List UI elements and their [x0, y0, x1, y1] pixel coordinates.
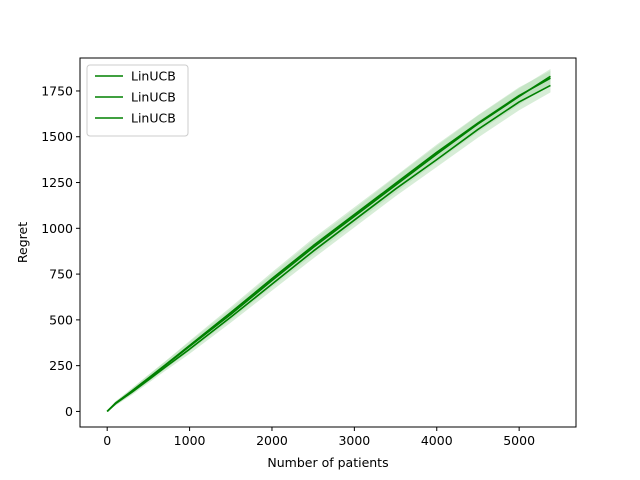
x-tick-label: 5000: [503, 433, 535, 448]
y-axis-ticks: 0 250 500 750 1000 1250 1500 1750: [41, 83, 80, 419]
y-tick-label: 1500: [41, 129, 73, 144]
legend: LinUCB LinUCB LinUCB: [86, 64, 189, 137]
series-lines: [106, 75, 551, 413]
y-tick-label: 250: [49, 358, 73, 373]
x-axis-title: Number of patients: [267, 455, 388, 470]
x-axis-ticks: 0 1000 2000 3000 4000 5000: [103, 427, 535, 448]
y-tick-label: 750: [49, 267, 73, 282]
y-tick-label: 1750: [41, 83, 73, 98]
x-tick-label: 0: [103, 433, 111, 448]
y-axis-title: Regret: [15, 222, 30, 263]
y-tick-label: 1250: [41, 175, 73, 190]
series-line-3: [106, 84, 551, 413]
x-tick-label: 4000: [421, 433, 453, 448]
y-tick-label: 1000: [41, 221, 73, 236]
x-tick-label: 1000: [174, 433, 206, 448]
legend-label: LinUCB: [131, 69, 176, 84]
series-band-3: [107, 78, 551, 412]
y-tick-label: 0: [65, 404, 73, 419]
legend-label: LinUCB: [131, 111, 176, 126]
series-line-2: [106, 77, 551, 413]
y-tick-label: 500: [49, 312, 73, 327]
x-tick-label: 2000: [256, 433, 288, 448]
plot-frame: [79, 57, 577, 428]
x-tick-label: 3000: [338, 433, 370, 448]
legend-label: LinUCB: [131, 90, 176, 105]
